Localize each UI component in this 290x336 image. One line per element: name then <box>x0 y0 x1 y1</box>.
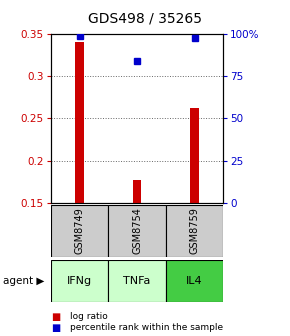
Text: percentile rank within the sample: percentile rank within the sample <box>70 323 223 332</box>
Text: IFNg: IFNg <box>67 277 92 286</box>
Text: GSM8749: GSM8749 <box>75 208 84 254</box>
Text: agent ▶: agent ▶ <box>3 276 44 286</box>
Text: TNFa: TNFa <box>123 277 151 286</box>
Bar <box>190 108 199 203</box>
Bar <box>108 260 166 302</box>
Bar <box>51 205 108 257</box>
Bar <box>108 205 166 257</box>
Bar <box>166 205 223 257</box>
Bar <box>133 179 141 203</box>
Text: ■: ■ <box>51 311 60 322</box>
Text: log ratio: log ratio <box>70 312 107 321</box>
Bar <box>51 260 108 302</box>
Text: IL4: IL4 <box>186 277 203 286</box>
Text: ■: ■ <box>51 323 60 333</box>
Text: GSM8759: GSM8759 <box>190 208 200 254</box>
Text: GDS498 / 35265: GDS498 / 35265 <box>88 12 202 26</box>
Bar <box>166 260 223 302</box>
Bar <box>75 42 84 203</box>
Text: GSM8754: GSM8754 <box>132 208 142 254</box>
